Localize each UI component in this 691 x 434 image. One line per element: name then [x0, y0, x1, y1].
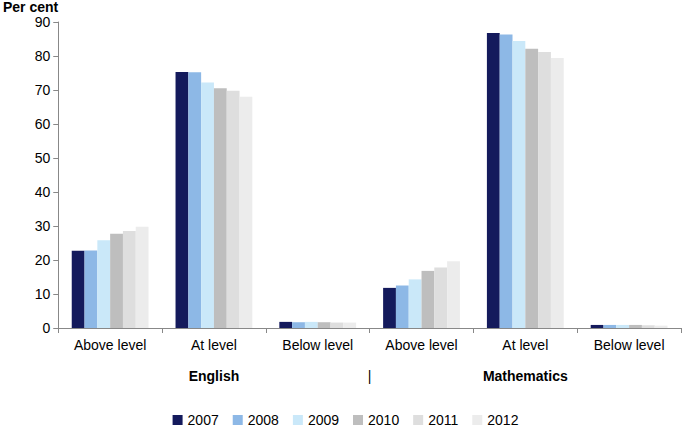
svg-text:At level: At level: [191, 337, 237, 353]
svg-text:Per cent: Per cent: [3, 0, 59, 15]
svg-text:80: 80: [35, 48, 51, 64]
svg-text:30: 30: [35, 218, 51, 234]
svg-text:Above level: Above level: [74, 337, 146, 353]
svg-text:Mathematics: Mathematics: [483, 368, 568, 384]
svg-text:90: 90: [35, 14, 51, 30]
svg-text:50: 50: [35, 150, 51, 166]
svg-text:2012: 2012: [487, 412, 518, 428]
svg-text:2008: 2008: [248, 412, 279, 428]
svg-text:60: 60: [35, 116, 51, 132]
svg-text:Above level: Above level: [385, 337, 457, 353]
svg-text:2009: 2009: [308, 412, 339, 428]
svg-text:At level: At level: [502, 337, 548, 353]
svg-text:20: 20: [35, 252, 51, 268]
svg-text:English: English: [189, 368, 240, 384]
svg-text:2007: 2007: [188, 412, 219, 428]
svg-text:70: 70: [35, 82, 51, 98]
svg-text:Below level: Below level: [594, 337, 665, 353]
svg-text:10: 10: [35, 286, 51, 302]
svg-text:Below level: Below level: [282, 337, 353, 353]
svg-text:|: |: [368, 368, 372, 384]
svg-text:2010: 2010: [368, 412, 399, 428]
svg-text:0: 0: [42, 320, 50, 336]
svg-text:2011: 2011: [428, 412, 458, 428]
svg-text:40: 40: [35, 184, 51, 200]
